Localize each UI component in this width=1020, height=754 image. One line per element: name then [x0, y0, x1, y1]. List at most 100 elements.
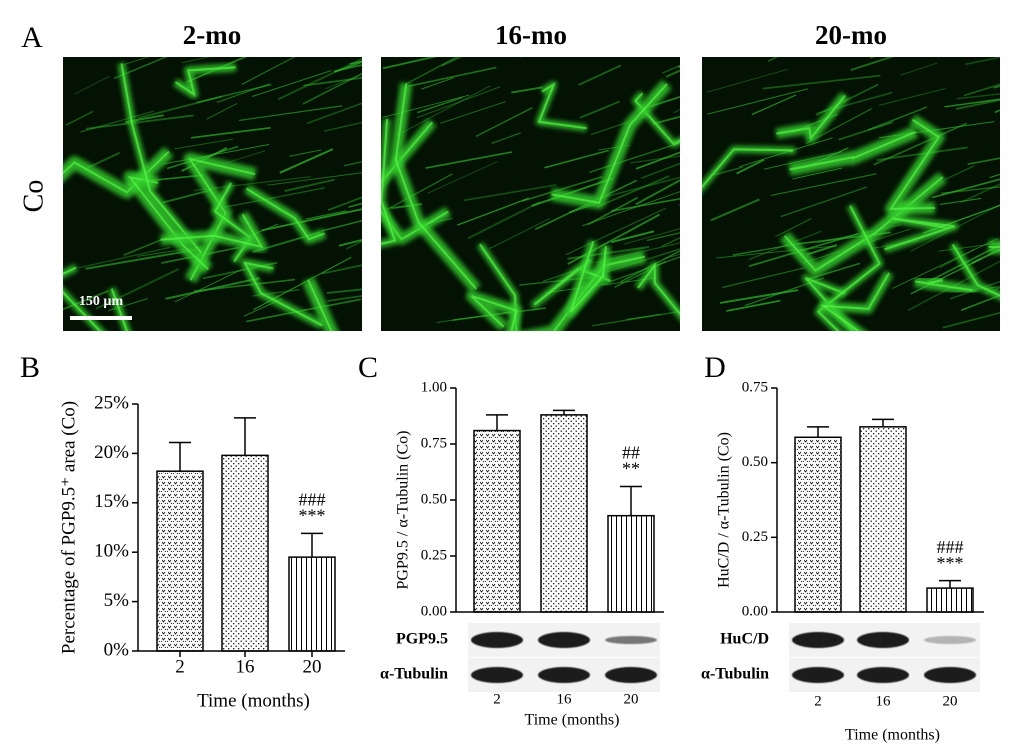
fiber: [63, 290, 109, 311]
fiber: [396, 85, 491, 136]
bar: [859, 426, 907, 613]
fiber: [306, 102, 362, 125]
fiber: [277, 57, 362, 101]
significance: ***: [299, 506, 326, 526]
fiber: [630, 155, 680, 164]
fiber: [267, 172, 362, 186]
scale-bar-label: 150 µm: [79, 294, 124, 309]
fiber: [565, 207, 666, 256]
bar: [288, 556, 336, 652]
plexus-core: [160, 213, 264, 249]
y-tick-label: 20%: [94, 442, 129, 463]
fiber: [850, 57, 895, 71]
y-tick-label: 0%: [104, 639, 130, 660]
fiber: [427, 160, 499, 194]
fiber: [780, 186, 868, 218]
fiber: [457, 197, 530, 226]
panel-label: B: [20, 351, 40, 384]
scale-bar: [70, 316, 132, 320]
plexus-core: [637, 262, 680, 316]
fiber: [289, 149, 322, 157]
plexus-core: [394, 83, 477, 290]
fiber: [320, 220, 362, 232]
fiber: [181, 57, 211, 64]
y-tick-label: 0.50: [742, 454, 768, 470]
fiber: [186, 57, 247, 83]
fiber: [122, 57, 150, 66]
y-tick-label: 0.00: [421, 603, 447, 619]
y-tick-label: 15%: [94, 491, 129, 512]
plexus-core: [533, 259, 611, 306]
fiber: [945, 165, 975, 180]
column-title: 20-mo: [815, 20, 887, 50]
error-bar: [939, 579, 961, 589]
plexus-core: [213, 182, 252, 263]
micrograph: [702, 57, 1000, 331]
blot-label: HuC/D: [720, 631, 769, 648]
micrograph: [381, 57, 680, 331]
y-tick-label: 0.00: [742, 603, 768, 619]
plexus-core: [245, 187, 325, 241]
fiber: [646, 232, 680, 241]
blot-band: [924, 667, 976, 683]
fiber: [463, 184, 557, 202]
fiber: [971, 248, 1000, 265]
plexus-core: [789, 130, 917, 171]
fiber: [405, 57, 459, 86]
error-bar: [620, 485, 642, 516]
x-axis-label: Time (months): [845, 727, 940, 744]
fiber: [343, 160, 362, 167]
x-axis-label: Time (months): [525, 712, 620, 729]
fiber: [284, 178, 335, 192]
fiber: [763, 151, 843, 170]
plexus-core: [816, 205, 881, 331]
fiber: [838, 121, 894, 141]
fiber: [113, 57, 168, 80]
significance: ***: [937, 553, 964, 573]
blot-band: [857, 632, 909, 648]
fiber: [305, 210, 347, 220]
panel-label: A: [21, 21, 43, 54]
plexus-core: [951, 243, 1000, 297]
fiber: [736, 158, 765, 175]
x-tick-label: 16: [557, 691, 573, 707]
blot-band: [605, 636, 657, 644]
fiber: [321, 264, 362, 275]
fiber: [960, 183, 1000, 204]
plexus-core: [120, 63, 203, 254]
fiber: [85, 114, 194, 130]
fiber: [425, 151, 513, 169]
fiber: [80, 110, 154, 133]
fiber: [522, 176, 603, 202]
fiber: [635, 179, 680, 206]
fiber: [665, 69, 680, 78]
fiber: [165, 277, 260, 300]
fiber: [611, 197, 680, 212]
fiber: [641, 162, 680, 179]
blot-band: [792, 632, 844, 648]
error-bar: [553, 409, 575, 415]
error-bar: [872, 418, 894, 427]
fiber: [440, 57, 463, 67]
fiber: [325, 73, 362, 90]
bar: [540, 414, 588, 613]
x-tick-label: 16: [876, 693, 892, 709]
fiber: [162, 188, 213, 204]
fiber: [965, 57, 1000, 66]
y-tick-label: 5%: [104, 590, 130, 611]
blot-band: [792, 667, 844, 683]
fiber: [635, 151, 680, 170]
micrograph-bg: [381, 57, 680, 331]
plexus-core: [569, 241, 607, 313]
column-title: 2-mo: [183, 20, 241, 50]
fiber: [279, 148, 334, 174]
fiber: [567, 213, 660, 265]
plexus-core: [776, 94, 846, 141]
plexus-core: [243, 261, 323, 327]
fiber: [931, 178, 1000, 199]
fiber: [489, 218, 550, 249]
plexus-core: [381, 118, 397, 245]
x-tick-label: 20: [303, 656, 322, 677]
fiber: [196, 83, 272, 104]
blot-band: [471, 632, 523, 648]
